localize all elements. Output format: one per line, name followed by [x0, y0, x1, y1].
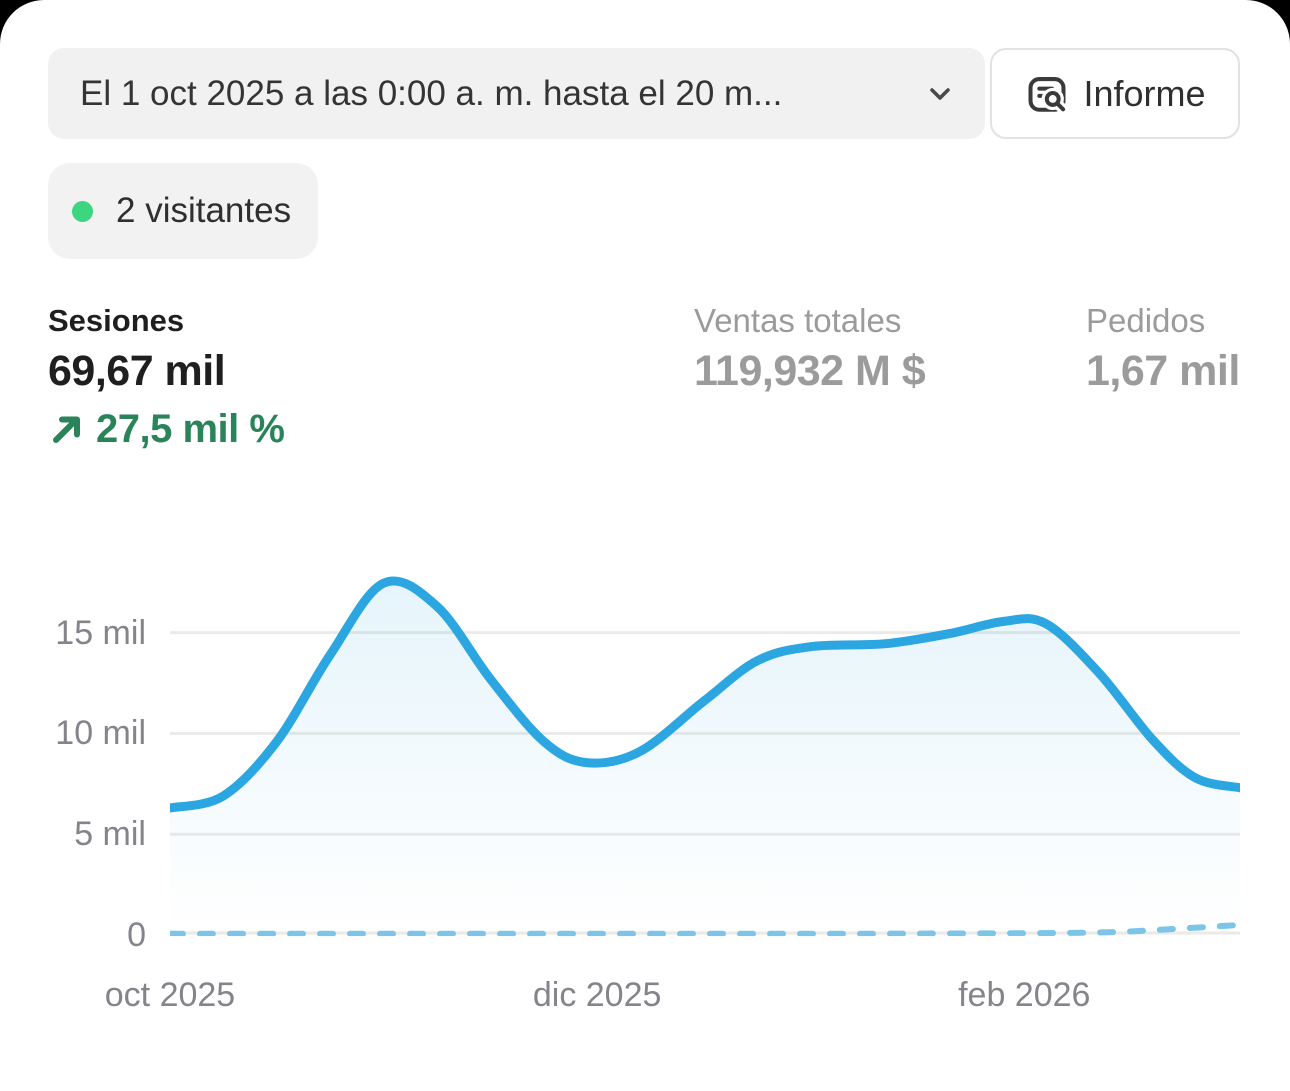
metric-sessions-delta: 27,5 mil %: [48, 405, 285, 453]
metric-orders-value: 1,67 mil: [1086, 347, 1240, 395]
sessions-line-chart[interactable]: [170, 560, 1240, 936]
y-axis-tick: 10 mil: [55, 714, 146, 753]
report-search-icon: [1024, 71, 1070, 117]
trend-up-arrow-icon: [48, 410, 86, 448]
report-button-label: Informe: [1083, 72, 1206, 114]
area-fill: [170, 580, 1240, 935]
date-range-label: El 1 oct 2025 a las 0:00 a. m. hasta el …: [80, 73, 783, 113]
y-axis-tick: 15 mil: [55, 613, 146, 652]
visitors-badge[interactable]: 2 visitantes: [48, 163, 319, 259]
chevron-down-icon: [923, 77, 957, 111]
metric-orders[interactable]: Pedidos 1,67 mil: [1086, 300, 1240, 398]
metric-sessions-delta-value: 27,5 mil %: [96, 407, 285, 451]
report-button[interactable]: Informe: [990, 48, 1240, 139]
y-axis-tick: 5 mil: [74, 815, 146, 854]
x-axis-tick: feb 2026: [958, 976, 1091, 1014]
metric-total-sales[interactable]: Ventas totales 119,932 M $: [694, 300, 926, 398]
metric-sessions[interactable]: Sesiones 69,67 mil 27,5 mil %: [48, 300, 285, 453]
green-dot-icon: [72, 200, 93, 222]
x-axis-tick: oct 2025: [104, 976, 236, 1014]
visitors-badge-label: 2 visitantes: [116, 191, 292, 230]
date-range-selector[interactable]: El 1 oct 2025 a las 0:00 a. m. hasta el …: [48, 48, 985, 139]
previous-period-line: [170, 921, 1240, 936]
metric-total-sales-label: Ventas totales: [694, 302, 902, 339]
metric-orders-label: Pedidos: [1086, 302, 1206, 339]
metric-sessions-label: Sesiones: [48, 303, 185, 338]
y-axis-tick: 0: [127, 916, 146, 954]
metric-total-sales-value: 119,932 M $: [694, 347, 926, 395]
x-axis-tick: dic 2025: [532, 976, 662, 1014]
metric-sessions-value: 69,67 mil: [48, 347, 226, 395]
current-period-line: [170, 576, 1240, 813]
